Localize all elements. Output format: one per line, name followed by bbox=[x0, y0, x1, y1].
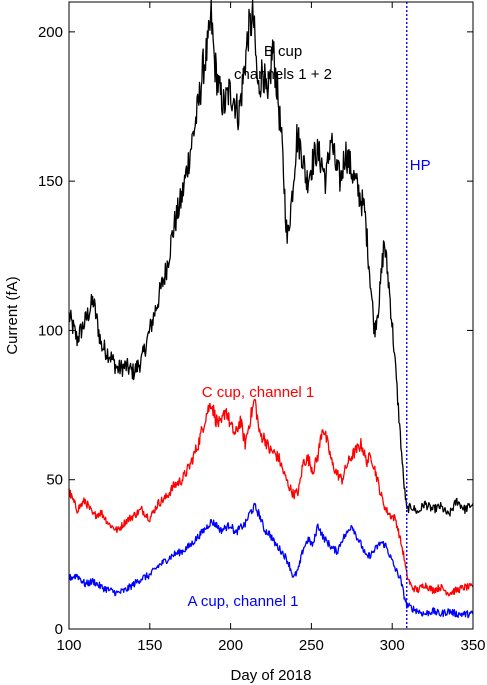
annotation-b-cup-channels: channels 1 + 2 bbox=[234, 66, 332, 83]
y-tick-label: 0 bbox=[55, 621, 63, 638]
y-tick-label: 100 bbox=[38, 322, 63, 339]
series-line-0 bbox=[68, 0, 474, 517]
x-tick-label: 200 bbox=[218, 637, 243, 654]
series-line-2 bbox=[68, 502, 474, 619]
series-layer bbox=[68, 0, 474, 619]
y-axis-label: Current (fA) bbox=[4, 276, 21, 354]
y-axis: 0 50 100 150 200 bbox=[38, 24, 473, 638]
x-tick-label: 150 bbox=[137, 637, 162, 654]
x-tick-label: 100 bbox=[56, 637, 81, 654]
x-axis: 100 150 200 250 300 350 bbox=[56, 2, 486, 654]
x-tick-label: 350 bbox=[460, 637, 485, 654]
x-tick-label: 300 bbox=[380, 637, 405, 654]
annotation-c-cup: C cup, channel 1 bbox=[202, 384, 315, 401]
y-tick-label: 50 bbox=[46, 472, 63, 489]
x-tick-label: 250 bbox=[299, 637, 324, 654]
series-line-1 bbox=[68, 398, 474, 597]
annotation-b-cup: B cup bbox=[264, 43, 302, 60]
x-axis-label: Day of 2018 bbox=[231, 667, 312, 684]
y-tick-label: 150 bbox=[38, 173, 63, 190]
annotation-a-cup: A cup, channel 1 bbox=[188, 593, 299, 610]
y-tick-label: 200 bbox=[38, 24, 63, 41]
plot-frame bbox=[68, 1, 474, 630]
hp-label: HP bbox=[410, 157, 431, 174]
